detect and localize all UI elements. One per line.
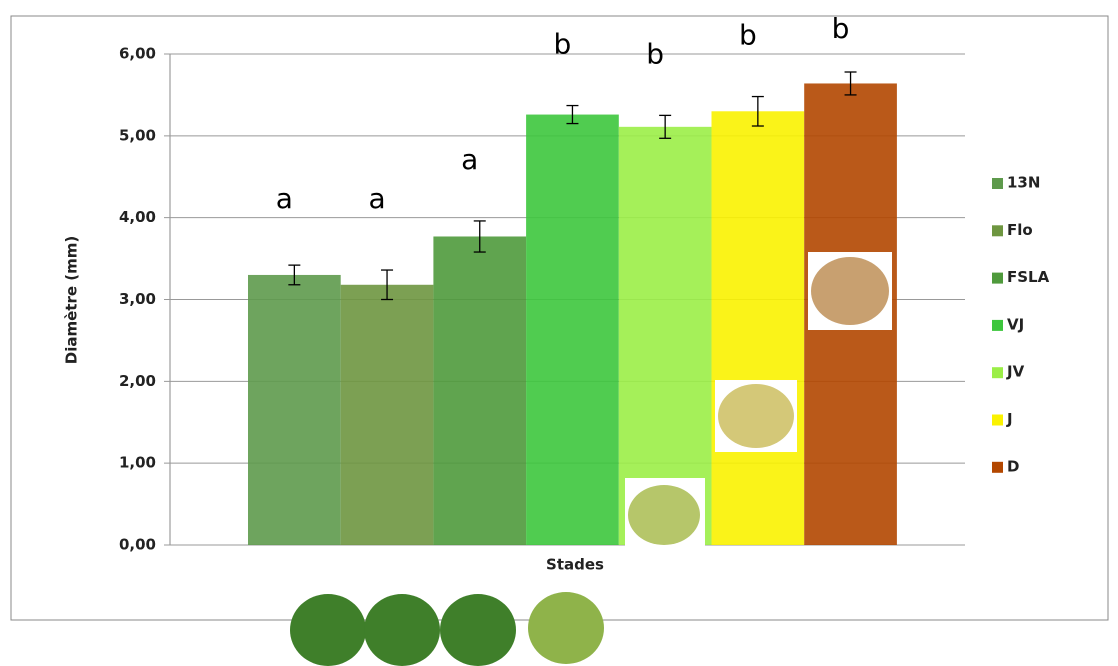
leaf	[364, 594, 440, 666]
legend-swatch	[992, 367, 1003, 378]
y-tick-label: 5,00	[119, 126, 156, 144]
legend-label: J	[1006, 410, 1013, 428]
legend-swatch	[992, 415, 1003, 426]
legend-label: JV	[1006, 363, 1025, 381]
legend-label: 13N	[1007, 174, 1040, 192]
bar	[433, 236, 526, 545]
leaf	[811, 257, 889, 325]
y-axis-label: Diamètre (mm)	[63, 236, 81, 364]
y-tick-label: 6,00	[119, 45, 156, 63]
significance-letter: b	[739, 19, 757, 52]
significance-letter: b	[832, 12, 850, 45]
significance-letter: a	[368, 182, 385, 215]
leaf	[290, 594, 366, 666]
y-tick-label: 3,00	[119, 290, 156, 308]
leaf	[718, 384, 794, 448]
legend-swatch	[992, 320, 1003, 331]
y-tick-label: 4,00	[119, 208, 156, 226]
leaf	[440, 594, 516, 666]
x-axis-label: Stades	[546, 556, 604, 574]
leaf	[628, 485, 700, 545]
legend-label: D	[1007, 457, 1019, 475]
significance-letter: a	[461, 143, 478, 176]
leaf	[528, 592, 604, 664]
y-tick-label: 1,00	[119, 454, 156, 472]
legend-swatch	[992, 462, 1003, 473]
legend-label: VJ	[1007, 315, 1024, 333]
chart: 0,00 1,00 2,00 3,00 4,00 5,00 6,00 a 13N a Flo a FSL…	[0, 0, 1118, 666]
bar	[341, 285, 434, 545]
legend-swatch	[992, 178, 1003, 189]
significance-letter: b	[554, 28, 572, 61]
bar	[712, 111, 805, 545]
legend-swatch	[992, 273, 1003, 284]
bar	[248, 275, 341, 545]
y-tick-label: 0,00	[119, 536, 156, 554]
significance-letter: b	[646, 37, 664, 70]
legend-swatch	[992, 225, 1003, 236]
y-tick-label: 2,00	[119, 372, 156, 390]
legend-label: FSLA	[1007, 268, 1050, 286]
bar	[526, 115, 619, 545]
legend-label: Flo	[1007, 221, 1033, 239]
significance-letter: a	[276, 182, 293, 215]
